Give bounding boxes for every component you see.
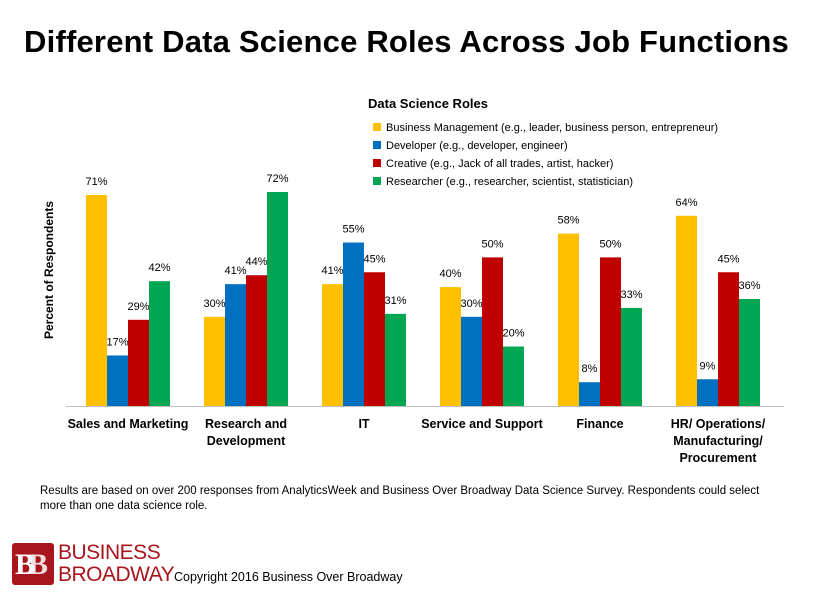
category-label: Finance: [576, 417, 623, 431]
bar: [107, 355, 128, 406]
data-label: 44%: [245, 256, 267, 268]
legend-entry: Developer (e.g., developer, engineer): [386, 140, 568, 152]
legend-swatch: [373, 141, 381, 149]
business-broadway-logo: B B BUSINESS BROADWAY: [12, 541, 175, 587]
bar: [343, 242, 364, 406]
copyright-notice: Copyright 2016 Business Over Broadway: [174, 570, 403, 584]
data-label: 55%: [342, 224, 364, 236]
logo-letter: B: [15, 548, 36, 581]
data-label: 40%: [439, 268, 461, 280]
bar: [461, 316, 482, 406]
data-label: 36%: [738, 280, 760, 292]
data-label: 64%: [675, 197, 697, 209]
data-label: 20%: [502, 328, 524, 340]
bar: [385, 313, 406, 406]
bar: [86, 194, 107, 406]
bar: [718, 272, 739, 406]
bar: [676, 215, 697, 406]
chart-title: Different Data Science Roles Across Job …: [24, 24, 789, 59]
logo-mark: B B: [12, 543, 54, 585]
bar: [739, 299, 760, 406]
data-label: 72%: [266, 173, 288, 185]
data-label: 29%: [127, 301, 149, 313]
bar: [204, 316, 225, 406]
bar: [225, 284, 246, 406]
bar: [621, 307, 642, 406]
data-label: 30%: [460, 298, 482, 310]
data-label: 50%: [599, 238, 621, 250]
bar: [482, 257, 503, 406]
data-label: 8%: [582, 363, 598, 375]
category-label: Sales and Marketing: [68, 417, 189, 431]
category-label: Research and: [205, 417, 287, 431]
data-label: 42%: [148, 262, 170, 274]
category-label: Manufacturing/: [673, 434, 763, 448]
data-label: 41%: [321, 265, 343, 277]
bar: [697, 379, 718, 406]
bar-chart: Percent of Respondents 71% 30% 41% 40% 58% 64%…: [42, 96, 784, 465]
category-label: Procurement: [679, 451, 757, 465]
legend-entry: Business Management (e.g., leader, busin…: [386, 122, 718, 134]
bar: [600, 257, 621, 406]
data-label: 41%: [224, 265, 246, 277]
data-label: 17%: [106, 336, 128, 348]
category-label: HR/ Operations/: [671, 417, 766, 431]
category-label: Development: [207, 434, 286, 448]
bar: [558, 233, 579, 406]
data-label: 45%: [363, 253, 385, 265]
y-axis-label: Percent of Respondents: [42, 201, 56, 339]
data-label: 9%: [700, 360, 716, 372]
category-label: Service and Support: [421, 417, 543, 431]
logo-letter: B: [28, 548, 49, 581]
footnote: Results are based on over 200 responses …: [40, 485, 760, 512]
category-label: IT: [358, 417, 369, 431]
bar: [246, 275, 267, 406]
bar: [364, 272, 385, 406]
data-label: 71%: [85, 176, 107, 188]
bar: [579, 382, 600, 406]
logo-word-business: BUSINESS: [58, 541, 161, 564]
bar: [149, 281, 170, 406]
bar: [128, 319, 149, 406]
legend-swatch: [373, 123, 381, 131]
bar: [267, 192, 288, 406]
bar: [440, 287, 461, 406]
data-label: 50%: [481, 238, 503, 250]
legend-entry: Creative (e.g., Jack of all trades, arti…: [386, 158, 613, 170]
data-label: 30%: [203, 298, 225, 310]
legend-entry: Researcher (e.g., researcher, scientist,…: [386, 176, 633, 188]
logo-word-broadway: BROADWAY: [58, 563, 175, 586]
data-label: 45%: [717, 253, 739, 265]
legend-swatch: [373, 159, 381, 167]
logo-wordmark: BUSINESS BROADWAY: [58, 541, 175, 586]
legend-title: Data Science Roles: [368, 96, 488, 111]
data-label: 33%: [620, 289, 642, 301]
bar: [503, 346, 524, 406]
data-label: 58%: [557, 215, 579, 227]
legend-swatch: [373, 177, 381, 185]
data-label: 31%: [384, 295, 406, 307]
bar: [322, 284, 343, 406]
